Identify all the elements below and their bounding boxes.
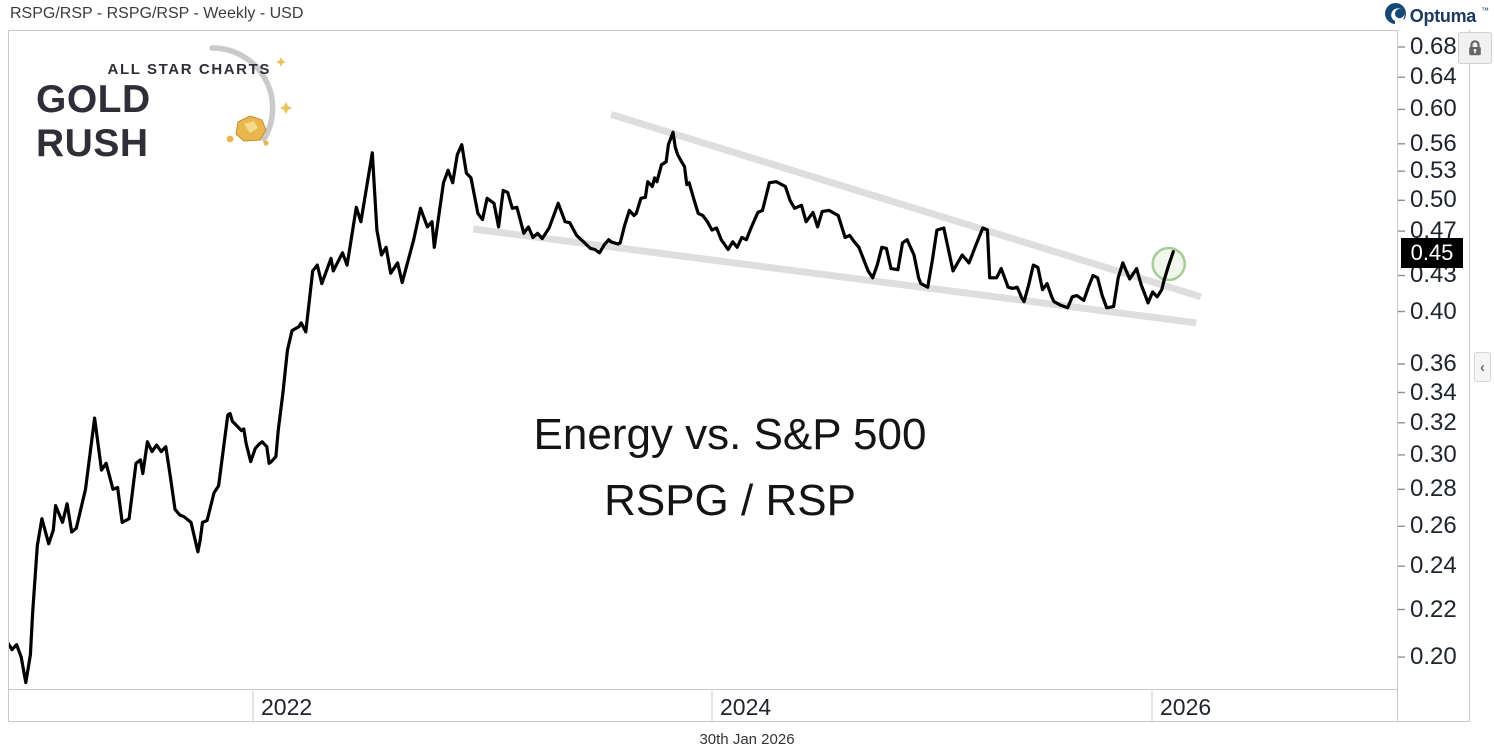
- y-tick-label: 0.26: [1410, 512, 1457, 539]
- allstarcharts-goldrush-logo: ALL STAR CHARTS GOLD RUSH: [30, 42, 310, 165]
- lock-icon: [1469, 40, 1481, 56]
- y-tick-label: 0.64: [1410, 63, 1457, 90]
- y-tick-label: 0.68: [1410, 33, 1457, 60]
- y-tick-label: 0.56: [1410, 130, 1457, 157]
- y-tick-label: 0.60: [1410, 95, 1457, 122]
- y-tick-label: 0.32: [1410, 409, 1457, 436]
- text-annotation[interactable]: Energy vs. S&P 500 RSPG / RSP: [495, 402, 965, 534]
- lower-trendline[interactable]: [472, 225, 1197, 327]
- y-tick-label: 0.53: [1410, 157, 1457, 184]
- y-tick-label: 0.30: [1410, 441, 1457, 468]
- collapse-panel-button[interactable]: ‹: [1474, 352, 1491, 382]
- optuma-logo: Optuma ™: [1384, 3, 1489, 29]
- y-tick-label: 0.50: [1410, 186, 1457, 213]
- x-year-label: 2022: [261, 694, 313, 720]
- sparkle-icon: [276, 57, 286, 67]
- price-line[interactable]: [7, 130, 1175, 685]
- y-tick-label: 0.22: [1410, 596, 1457, 623]
- upper-trendline[interactable]: [609, 111, 1202, 301]
- optuma-trademark: ™: [1481, 5, 1489, 15]
- y-tick-label: 0.28: [1410, 475, 1457, 502]
- logo-allstarcharts-text: ALL STAR CHARTS: [107, 61, 271, 78]
- gold-nugget-bit: [263, 140, 269, 146]
- logo-goldrush-text: GOLD RUSH: [36, 78, 151, 165]
- x-year-label: 2024: [720, 694, 772, 720]
- sparkle-icon: [280, 102, 292, 114]
- gold-nugget-bit: [226, 135, 234, 143]
- annotation-line-1: Energy vs. S&P 500: [533, 410, 927, 459]
- axis-lock-button[interactable]: [1458, 32, 1492, 64]
- y-tick-label: 0.34: [1410, 379, 1457, 406]
- y-axis-band[interactable]: [1398, 30, 1470, 722]
- chevron-left-icon: ‹: [1480, 358, 1485, 376]
- y-tick-label: 0.20: [1410, 643, 1457, 670]
- optuma-logo-icon: [1384, 3, 1406, 29]
- swoosh-arc: [209, 45, 276, 142]
- optuma-brand-name: Optuma: [1409, 5, 1477, 26]
- y-tick-label: 0.24: [1410, 552, 1457, 579]
- annotation-line-2: RSPG / RSP: [604, 476, 856, 525]
- y-tick-label: 0.40: [1410, 298, 1457, 325]
- x-year-label: 2026: [1160, 694, 1212, 720]
- y-tick-label: 0.36: [1410, 350, 1457, 377]
- gold-nugget-facet: [244, 121, 258, 133]
- x-axis-band[interactable]: [8, 690, 1398, 722]
- current-price-tag: 0.45: [1401, 238, 1463, 268]
- last-date-label: 30th Jan 2026: [699, 731, 795, 748]
- goldrush-artwork: [209, 45, 292, 146]
- chart-title-bar: RSPG/RSP - RSPG/RSP - Weekly - USD: [10, 5, 304, 22]
